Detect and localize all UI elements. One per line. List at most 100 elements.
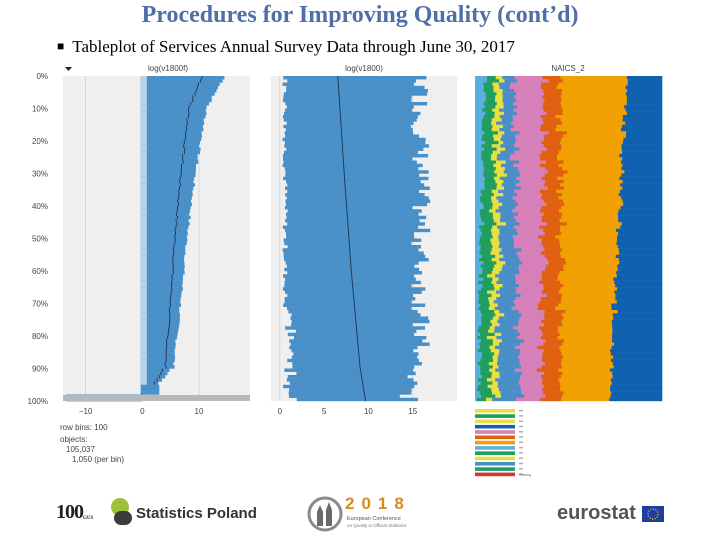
bin-bar [284,228,431,233]
bin-bar [140,121,205,125]
bin-bar [283,160,417,164]
bin-mean [168,323,170,327]
bin-bar [286,235,415,239]
bin-mean [338,95,340,99]
stacked-segment [521,248,545,252]
bin-bar-spread [140,235,147,239]
bin-mean [171,284,172,288]
stacked-segment [617,212,663,216]
stacked-segment [497,381,519,385]
stacked-segment [512,326,540,330]
bin-bar [140,355,176,359]
stacked-segment [561,147,623,151]
stacked-segment [561,215,619,220]
stacked-segment [517,212,545,216]
stacked-segment [545,394,563,398]
stacked-segment [475,219,482,223]
stacked-segment [496,290,517,294]
stacked-segment [475,241,480,246]
stacked-segment [610,349,663,353]
bin-bar [289,381,418,385]
bin-bar [287,293,413,298]
stacked-segment [620,225,663,229]
bin-mean [173,245,175,249]
stacked-segment [482,313,496,317]
bin-mean [178,189,180,194]
slide-title: Procedures for Improving Quality (cont’d… [141,2,579,28]
y-tick-label: 100% [28,397,48,406]
stacked-segment [627,82,663,86]
stacked-segment [543,384,561,389]
stacked-segment [622,115,663,119]
bin-mean [346,206,348,210]
bin-bar-spread [140,274,147,278]
y-tick-label: 70% [32,300,48,309]
bin-mean [171,280,173,285]
stacked-segment [562,108,626,112]
stacked-segment [498,277,516,281]
bin-bar [140,232,188,236]
stacked-segment [546,147,562,151]
stacked-segment [477,329,489,333]
bin-mean [356,336,358,340]
stacked-segment [519,358,543,363]
stacked-segment [481,128,493,132]
bin-mean [153,381,155,385]
bin-bar-spread [140,147,147,151]
bin-bar-spread [140,154,147,158]
bin-mean [345,199,347,203]
legend-swatch [475,446,515,450]
stacked-segment [480,310,495,314]
stacked-segment [495,345,516,350]
stacked-segment [617,264,663,268]
stacked-segment [620,183,663,187]
bin-bar [140,98,212,103]
bin-mean [339,115,341,119]
bin-mean [168,326,170,330]
stacked-segment [475,332,481,337]
stacked-segment [501,183,516,187]
bin-bar [292,365,415,369]
bin-mean [200,79,202,83]
stacked-segment [524,394,546,398]
stacked-segment [475,323,482,327]
stacked-segment [475,128,482,132]
stacked-segment [502,202,519,207]
bin-mean [345,196,347,200]
bin-mean [358,349,359,353]
stacked-segment [567,170,625,174]
bin-bar [283,76,427,80]
bin-bar-spread [140,137,147,142]
bin-mean [337,79,339,83]
stacked-segment [502,89,515,93]
stacked-segment [559,332,613,337]
bin-bar-spread [140,124,147,129]
legend-label-mark [519,446,523,449]
sort-indicator-icon[interactable] [65,67,72,71]
stacked-segment [502,124,514,129]
bin-mean [339,108,341,112]
stacked-segment [475,95,487,99]
bin-bar-spread [140,173,147,177]
bin-mean [344,180,346,184]
bin-mean [168,310,170,314]
bin-bar [140,95,212,99]
bin-mean [349,245,350,249]
stacked-segment [556,124,623,129]
bin-bar [140,82,220,86]
stacked-segment [491,371,500,376]
stacked-segment [556,189,621,194]
stacked-segment [497,319,519,324]
stacked-segment [498,388,522,392]
stacked-segment [475,290,479,294]
bin-mean [172,258,174,262]
stacked-segment [475,355,483,359]
bin-bar-spread [140,98,147,103]
stacked-segment [518,284,544,288]
bin-bar [289,339,423,343]
bin-bar [140,310,180,314]
stacked-segment [495,95,504,99]
stacked-segment [478,378,488,382]
bin-bar [284,368,414,372]
stacked-segment [475,163,484,168]
